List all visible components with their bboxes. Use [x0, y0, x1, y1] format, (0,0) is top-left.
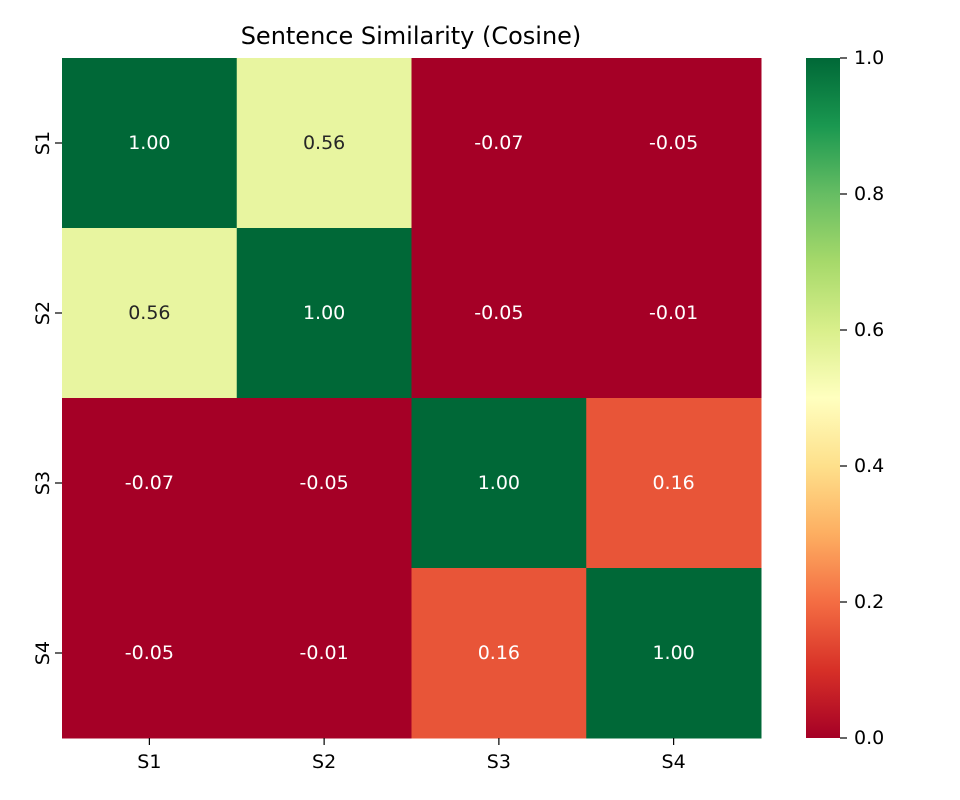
- x-tick-label-S2: S2: [312, 751, 336, 773]
- heatmap-cells: 1.00 0.56 -0.07 -0.05 0.56 1.00 -0.05 -0.01 -0.0…: [62, 58, 762, 739]
- heatmap-cell-S4-S4: [586, 568, 762, 739]
- colorbar-gradient: [806, 58, 840, 738]
- cell-value-label-S3-S4: 0.16: [652, 472, 694, 494]
- heatmap-cell-S4-S1: [62, 568, 238, 739]
- chart-title: Sentence Similarity (Cosine): [241, 22, 582, 50]
- y-tick-label-S4: S4: [32, 641, 54, 665]
- cell-value-label-S3-S3: 1.00: [478, 472, 520, 494]
- cell-value-label-S4-S2: -0.01: [300, 642, 349, 664]
- x-tick-label-S1: S1: [137, 751, 161, 773]
- colorbar-tick-label-1.0: 1.0: [854, 47, 884, 69]
- heatmap-cell-S3-S2: [236, 398, 412, 569]
- cell-value-label-S1-S1: 1.00: [128, 132, 170, 154]
- heatmap-cell-S2-S4: [586, 228, 762, 399]
- heatmap-cell-S1-S2: [236, 58, 412, 229]
- heatmap-cell-S4-S2: [236, 568, 412, 739]
- y-axis: S1 S2 S3 S4: [32, 131, 62, 665]
- cell-value-label-S1-S2: 0.56: [303, 132, 345, 154]
- cell-value-label-S2-S3: -0.05: [474, 302, 523, 324]
- heatmap-cell-S3-S4: [586, 398, 762, 569]
- cell-value-label-S2-S4: -0.01: [649, 302, 698, 324]
- heatmap-cell-S1-S3: [411, 58, 587, 229]
- heatmap-cell-S2-S1: [62, 228, 238, 399]
- heatmap-cell-S3-S1: [62, 398, 238, 569]
- heatmap-cell-S2-S3: [411, 228, 587, 399]
- colorbar-ticks: 0.0 0.2 0.4 0.6 0.8 1.0: [840, 47, 884, 749]
- y-tick-label-S3: S3: [32, 471, 54, 495]
- cell-value-label-S1-S3: -0.07: [474, 132, 523, 154]
- colorbar-tick-label-0.8: 0.8: [854, 183, 884, 205]
- heatmap-cell-S2-S2: [236, 228, 412, 399]
- y-tick-label-S2: S2: [32, 301, 54, 325]
- colorbar-tick-label-0.2: 0.2: [854, 591, 884, 613]
- heatmap-cell-S4-S3: [411, 568, 587, 739]
- colorbar-tick-label-0.0: 0.0: [854, 727, 884, 749]
- x-tick-label-S3: S3: [487, 751, 511, 773]
- cell-value-label-S4-S1: -0.05: [125, 642, 174, 664]
- cell-value-label-S4-S4: 1.00: [652, 642, 694, 664]
- cell-value-label-S2-S1: 0.56: [128, 302, 170, 324]
- colorbar: 0.0 0.2 0.4 0.6 0.8 1.0: [806, 47, 884, 749]
- x-tick-label-S4: S4: [662, 751, 686, 773]
- cell-value-label-S1-S4: -0.05: [649, 132, 698, 154]
- heatmap-cell-S1-S1: [62, 58, 238, 229]
- y-tick-label-S1: S1: [32, 131, 54, 155]
- colorbar-tick-label-0.6: 0.6: [854, 319, 884, 341]
- cell-value-label-S3-S1: -0.07: [125, 472, 174, 494]
- cell-value-label-S4-S3: 0.16: [478, 642, 520, 664]
- heatmap-cell-S3-S3: [411, 398, 587, 569]
- heatmap-cell-S1-S4: [586, 58, 762, 229]
- x-axis: S1 S2 S3 S4: [137, 738, 686, 773]
- colorbar-tick-label-0.4: 0.4: [854, 455, 884, 477]
- cell-value-label-S3-S2: -0.05: [300, 472, 349, 494]
- cell-value-label-S2-S2: 1.00: [303, 302, 345, 324]
